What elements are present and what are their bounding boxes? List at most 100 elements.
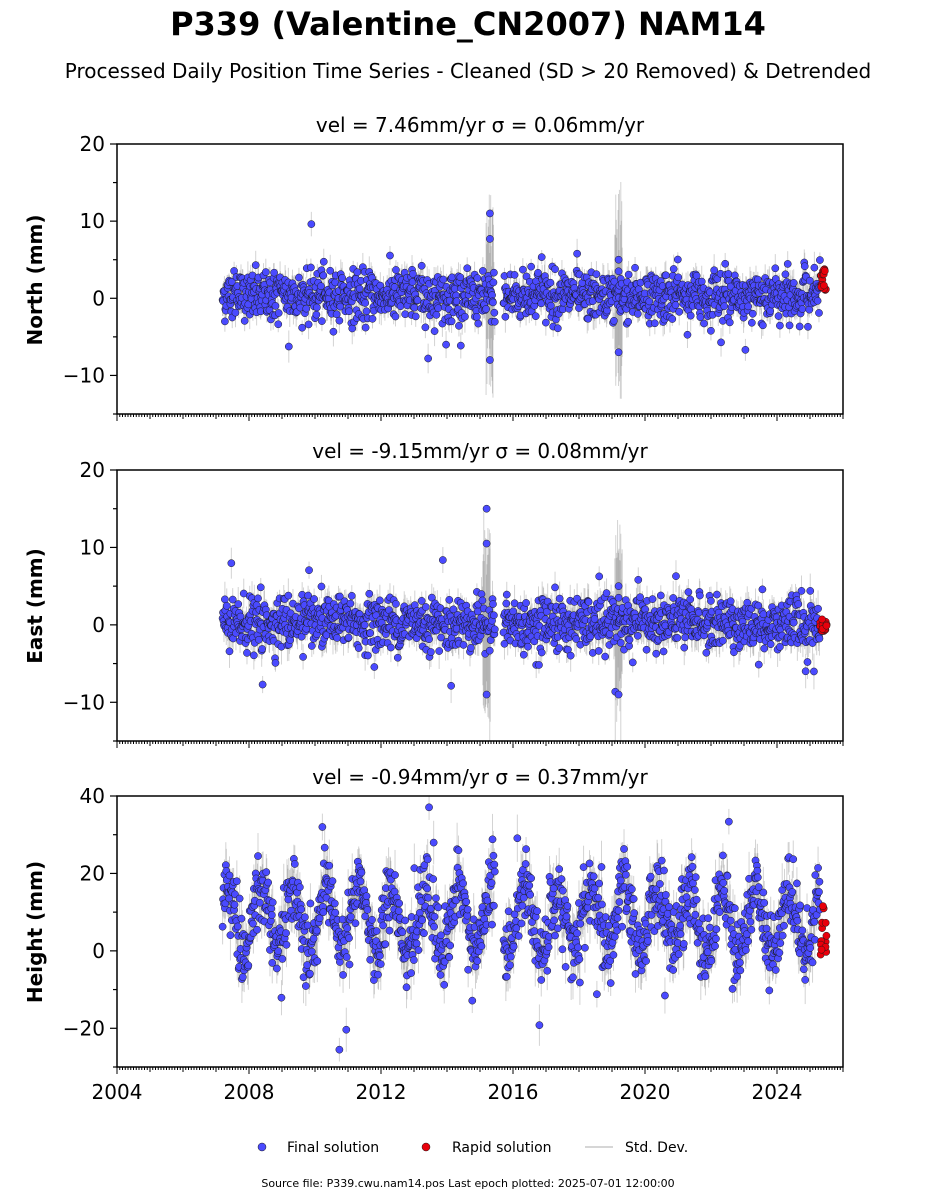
final-point (338, 274, 347, 282)
final-point (490, 308, 499, 317)
final-point (447, 317, 456, 326)
final-point (326, 266, 335, 275)
final-point (421, 323, 430, 332)
rapid-point (820, 267, 829, 275)
final-point (354, 644, 363, 652)
final-point (240, 317, 249, 325)
final-point (671, 301, 680, 309)
final-point (456, 341, 465, 350)
final-point (270, 268, 278, 277)
final-point (602, 589, 611, 597)
final-point (696, 313, 705, 321)
final-point (573, 249, 581, 258)
final-point (668, 315, 677, 323)
final-point (551, 583, 559, 592)
final-point (490, 268, 498, 277)
final-point (302, 304, 311, 313)
final-point (329, 327, 338, 336)
final-point (524, 642, 532, 651)
final-point (455, 322, 463, 330)
final-point (771, 264, 780, 273)
final-point (537, 648, 546, 657)
final-point (700, 319, 708, 328)
final-point (478, 596, 487, 605)
north-ylabel: North (mm) (23, 214, 47, 345)
north-panel-title: vel = 7.46mm/yr σ = 0.06mm/yr (316, 113, 645, 137)
final-point (298, 323, 306, 332)
final-point (537, 253, 546, 261)
final-point (522, 599, 530, 607)
final-point (227, 559, 236, 568)
final-point (274, 309, 283, 317)
final-point (486, 235, 494, 243)
final-point (335, 316, 344, 325)
final-point (319, 271, 328, 280)
final-point (795, 322, 804, 331)
final-point (805, 276, 814, 285)
final-point (234, 600, 243, 608)
final-point (295, 273, 303, 282)
final-point (447, 681, 455, 690)
final-point (299, 653, 307, 661)
final-point (258, 645, 266, 653)
final-point (595, 572, 604, 581)
final-point (413, 296, 422, 305)
final-point (502, 599, 511, 608)
final-point (370, 663, 379, 671)
final-point (482, 305, 490, 313)
east-ylabel: East (mm) (23, 548, 47, 664)
final-point (312, 310, 321, 319)
final-point (459, 641, 468, 649)
final-point (361, 323, 370, 332)
final-point (225, 647, 234, 656)
final-point (485, 646, 494, 655)
final-point (592, 270, 601, 279)
final-point (473, 274, 482, 282)
final-point (474, 319, 483, 328)
final-point (673, 255, 682, 264)
final-point (707, 326, 715, 335)
final-point (553, 324, 562, 333)
north-rapid-points (816, 265, 830, 294)
final-point (744, 302, 753, 311)
final-point (614, 348, 623, 357)
final-point (490, 611, 498, 620)
final-point (417, 597, 426, 605)
final-point (430, 327, 439, 335)
north-panel: vel = 7.46mm/yr σ = 0.06mm/yr North (mm)−… (23, 113, 844, 421)
final-point (759, 321, 767, 330)
final-point (336, 302, 345, 311)
final-point (304, 591, 312, 600)
final-point (461, 312, 469, 321)
final-point (675, 307, 684, 316)
final-point (360, 621, 369, 629)
final-point (361, 299, 369, 307)
final-point (486, 356, 494, 364)
east-panel-title: vel = -9.15mm/yr σ = 0.08mm/yr (312, 439, 648, 463)
final-point (344, 633, 353, 642)
final-point (721, 259, 730, 268)
final-point (774, 312, 783, 320)
final-point (317, 582, 326, 591)
final-point (231, 308, 240, 317)
final-point (427, 593, 436, 602)
final-point (449, 605, 458, 614)
final-point (411, 312, 420, 321)
final-point (605, 630, 614, 638)
final-point (816, 256, 824, 264)
final-point (490, 317, 499, 326)
final-point (307, 220, 316, 228)
y-tick-label: 0 (92, 286, 105, 310)
final-point (256, 583, 265, 592)
final-point (250, 651, 258, 660)
final-point (228, 595, 237, 604)
final-point (304, 320, 313, 329)
final-point (424, 354, 432, 363)
final-point (500, 639, 509, 648)
final-point (318, 317, 326, 325)
final-point (534, 269, 542, 277)
final-point (313, 303, 321, 312)
final-point (490, 625, 499, 634)
east-final-points (218, 504, 824, 699)
final-point (489, 298, 497, 307)
